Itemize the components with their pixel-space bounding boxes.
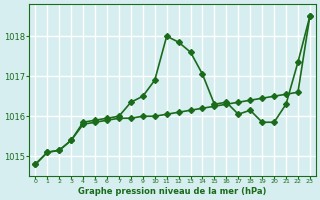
X-axis label: Graphe pression niveau de la mer (hPa): Graphe pression niveau de la mer (hPa) (78, 187, 267, 196)
